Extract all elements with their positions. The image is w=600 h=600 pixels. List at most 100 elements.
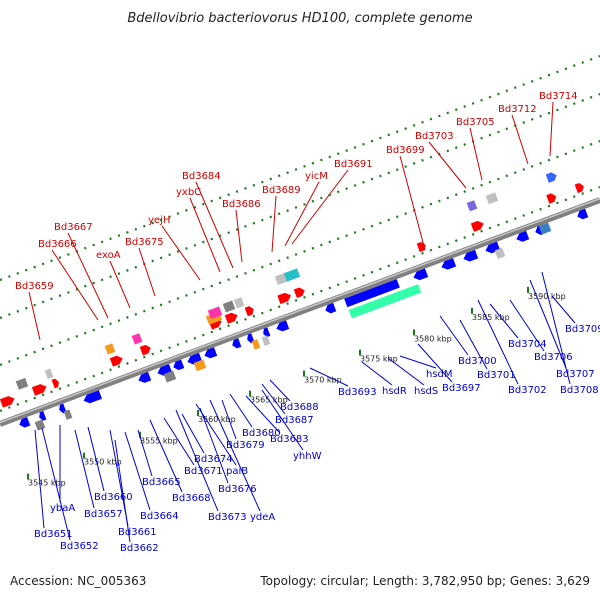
reverse-gene-29-shape — [193, 359, 207, 372]
forward-gene-9 — [277, 292, 292, 305]
top-gene-label: yejH — [148, 215, 170, 226]
bottom-gene-label: Bd3693 — [338, 387, 377, 398]
top-gene-label: exoA — [96, 250, 121, 261]
forward-gene-22 — [485, 192, 499, 205]
bottom-label-leader — [399, 355, 437, 369]
bottom-gene-label: ydeA — [250, 512, 275, 523]
forward-gene-2-shape — [31, 384, 47, 396]
top-gene-label: yicM — [305, 171, 328, 182]
forward-gene-13 — [546, 193, 557, 204]
bottom-gene-label: Bd3701 — [477, 370, 516, 381]
genome-backbone — [0, 197, 600, 427]
bottom-label-leader — [509, 299, 545, 352]
reverse-gene-31-shape — [261, 335, 271, 346]
bottom-gene-label: hsdS — [414, 386, 438, 397]
top-guide-1 — [0, 54, 600, 282]
bottom-gene-label: Bd3651 — [34, 529, 73, 540]
forward-gene-18 — [233, 297, 245, 309]
bottom-label-leader — [74, 429, 95, 509]
top-label-leader — [189, 197, 221, 273]
bottom-label-leader — [245, 395, 281, 434]
bottom-gene-label: Bd3660 — [94, 492, 133, 503]
reverse-gene-10-shape — [232, 338, 242, 349]
bottom-label-leader — [417, 343, 453, 383]
top-gene-label: Bd3667 — [54, 222, 93, 233]
top-gene-label: Bd3659 — [15, 281, 54, 292]
top-gene-label: Bd3705 — [456, 117, 495, 128]
bottom-label-leader — [551, 295, 576, 324]
bottom-gene-label: Bd3652 — [60, 541, 99, 552]
bottom-label-leader — [387, 357, 425, 386]
forward-gene-12-shape — [470, 220, 484, 232]
top-gene-label: Bd3691 — [334, 159, 373, 170]
bottom-gene-label: Bd3697 — [442, 383, 481, 394]
forward-gene-22-shape — [485, 192, 499, 205]
reverse-gene-13-shape — [276, 320, 290, 332]
reverse-gene-28 — [163, 370, 177, 383]
forward-gene-23 — [545, 172, 557, 183]
reverse-gene-24 — [538, 222, 552, 235]
bottom-gene-label: ybaA — [50, 503, 75, 514]
forward-gene-25 — [44, 368, 54, 379]
reverse-gene-15 — [344, 279, 400, 308]
reverse-gene-3-shape — [59, 403, 67, 414]
bottom-gene-label: Bd3708 — [560, 385, 599, 396]
reverse-gene-26-shape — [34, 419, 46, 431]
reverse-gene-31 — [261, 335, 271, 346]
reverse-gene-16-shape — [413, 268, 429, 281]
top-gene-label: Bd3712 — [498, 104, 537, 115]
top-label-leader — [511, 114, 529, 165]
top-label-leader — [28, 291, 41, 341]
top-label-leader — [291, 169, 349, 245]
scale-tick-label: 3560 kbp — [198, 415, 236, 424]
gene-labels: Bd3659 Bd3666 Bd3667 exoA Bd3675 yejH yxbC Bd36… — [15, 91, 600, 554]
top-gene-label: Bd3684 — [182, 171, 221, 182]
top-gene-label: Bd3666 — [38, 239, 77, 250]
reverse-gene-27 — [63, 409, 73, 420]
bottom-gene-label: Bd3665 — [142, 477, 181, 488]
reverse-gene-1 — [19, 417, 31, 428]
bottom-label-leader — [181, 413, 205, 454]
scale-tick-label: 3575 kbp — [360, 355, 398, 364]
bottom-label-leader — [489, 303, 519, 339]
reverse-gene-22 — [577, 208, 589, 220]
reverse-gene-2 — [39, 411, 47, 421]
bottom-label-leader — [163, 417, 195, 466]
forward-gene-16 — [207, 306, 223, 320]
forward-gene-1-shape — [0, 396, 15, 408]
reverse-gene-18-shape — [463, 249, 479, 262]
reverse-gene-11 — [247, 333, 255, 344]
reverse-gene-30-shape — [251, 339, 261, 350]
bottom-gene-label: Bd3671 — [184, 466, 223, 477]
bottom-label-leader — [41, 427, 71, 541]
top-label-leader — [549, 101, 554, 157]
bottom-gene-label: paiB — [226, 466, 248, 477]
forward-gene-24-shape — [15, 377, 29, 390]
bottom-label-leader — [269, 379, 291, 402]
forward-gene-13-shape — [546, 193, 557, 204]
bottom-guide-1 — [0, 139, 600, 367]
top-gene-label: Bd3699 — [386, 145, 425, 156]
top-label-leader — [51, 249, 99, 321]
bottom-label-leader — [124, 431, 151, 511]
reverse-gene-2-shape — [39, 411, 47, 421]
reverse-gene-23 — [348, 284, 422, 319]
reverse-gene-5-shape — [138, 371, 152, 383]
bottom-gene-label: Bd3702 — [508, 385, 547, 396]
bottom-label-leader — [34, 429, 45, 529]
bottom-gene-label: Bd3707 — [556, 369, 595, 380]
reverse-gene-27-shape — [63, 409, 73, 420]
backbone-line — [0, 197, 600, 427]
reverse-gene-26 — [34, 419, 46, 431]
reverse-gene-16 — [413, 268, 429, 281]
scale-tick-label: 3570 kbp — [304, 376, 342, 385]
forward-gene-5-shape — [139, 344, 151, 356]
bottom-gene-label: Bd3709 — [565, 324, 600, 335]
bottom-label-leader — [261, 389, 304, 451]
forward-gene-10-shape — [293, 287, 305, 298]
top-label-leader — [235, 209, 243, 263]
forward-gene-17-shape — [222, 300, 236, 313]
forward-gene-14 — [574, 182, 584, 194]
forward-gene-10 — [293, 287, 305, 298]
forward-gene-26-shape — [104, 343, 116, 355]
